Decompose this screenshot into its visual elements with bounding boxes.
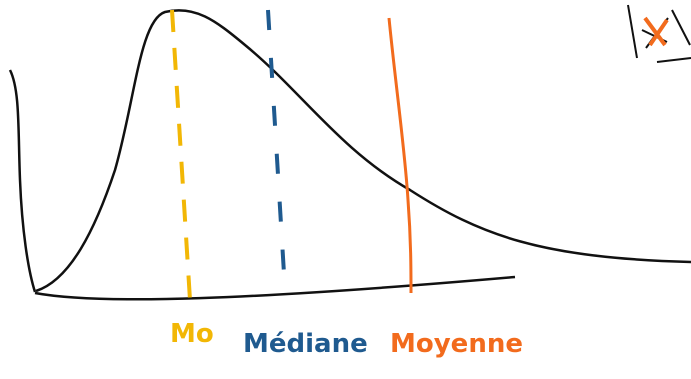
sketch: Mo Médiane Moyenne (0, 0, 691, 379)
page: Mo Médiane Moyenne (() => { const data =… (0, 0, 691, 379)
corner-cross (645, 18, 667, 45)
mode-label: Mo (170, 319, 214, 349)
median-label: Médiane (243, 329, 368, 359)
mean-line (389, 18, 411, 293)
y-axis (10, 70, 35, 292)
distribution-curve (36, 10, 691, 291)
mean-label: Moyenne (390, 329, 523, 359)
x-axis (35, 277, 515, 299)
median-line (268, 10, 285, 290)
mode-line (172, 10, 190, 300)
